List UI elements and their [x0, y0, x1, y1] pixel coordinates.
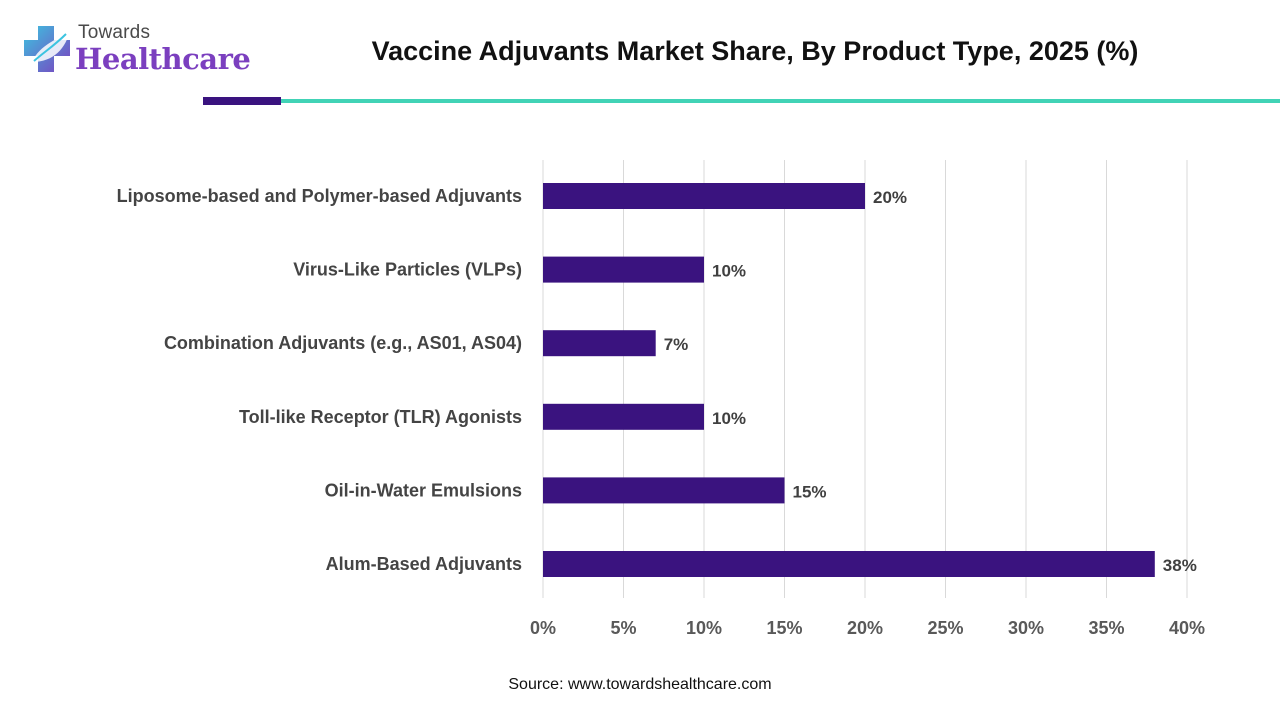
title-underline-teal: [281, 99, 1280, 103]
data-label: 7%: [664, 335, 689, 354]
data-label: 20%: [873, 188, 907, 207]
logo: Towards Healthcare: [20, 18, 251, 88]
x-tick-label: 20%: [847, 618, 883, 638]
grid-lines: [542, 160, 1188, 598]
x-tick-label: 10%: [686, 618, 722, 638]
bar: [543, 551, 1155, 577]
bar: [543, 330, 656, 357]
category-label: Toll-like Receptor (TLR) Agonists: [239, 407, 522, 427]
data-label: 15%: [793, 482, 827, 501]
data-labels: 20% 10% 7% 10% 15% 38%: [664, 188, 1197, 575]
title-underline-purple: [203, 97, 281, 105]
source-note: Source: www.towardshealthcare.com: [508, 676, 772, 693]
bar: [543, 403, 704, 430]
x-axis-tick-labels: 0% 5% 10% 15% 20% 25% 30% 35% 40%: [530, 618, 1205, 638]
x-tick-label: 25%: [927, 618, 963, 638]
bars: [543, 183, 1155, 577]
x-tick-label: 40%: [1169, 618, 1205, 638]
logo-main-text: Healthcare: [75, 42, 251, 76]
category-label: Liposome-based and Polymer-based Adjuvan…: [117, 186, 522, 206]
x-tick-label: 0%: [530, 618, 556, 638]
category-label: Oil-in-Water Emulsions: [325, 480, 522, 500]
bar: [543, 477, 785, 504]
x-tick-label: 35%: [1088, 618, 1124, 638]
category-label: Alum-Based Adjuvants: [326, 554, 522, 574]
chart-title: Vaccine Adjuvants Market Share, By Produ…: [371, 36, 1139, 66]
x-tick-label: 15%: [766, 618, 802, 638]
bar: [543, 183, 865, 209]
bar: [543, 256, 704, 283]
category-label: Combination Adjuvants (e.g., AS01, AS04): [164, 333, 522, 353]
x-tick-label: 5%: [610, 618, 636, 638]
medical-cross-leaf-icon: [24, 26, 70, 72]
category-labels: Liposome-based and Polymer-based Adjuvan…: [117, 186, 522, 574]
data-label: 10%: [712, 409, 746, 428]
x-tick-label: 30%: [1008, 618, 1044, 638]
data-label: 38%: [1163, 556, 1197, 575]
data-label: 10%: [712, 262, 746, 281]
logo-top-text: Towards: [78, 22, 151, 43]
category-label: Virus-Like Particles (VLPs): [293, 260, 522, 280]
